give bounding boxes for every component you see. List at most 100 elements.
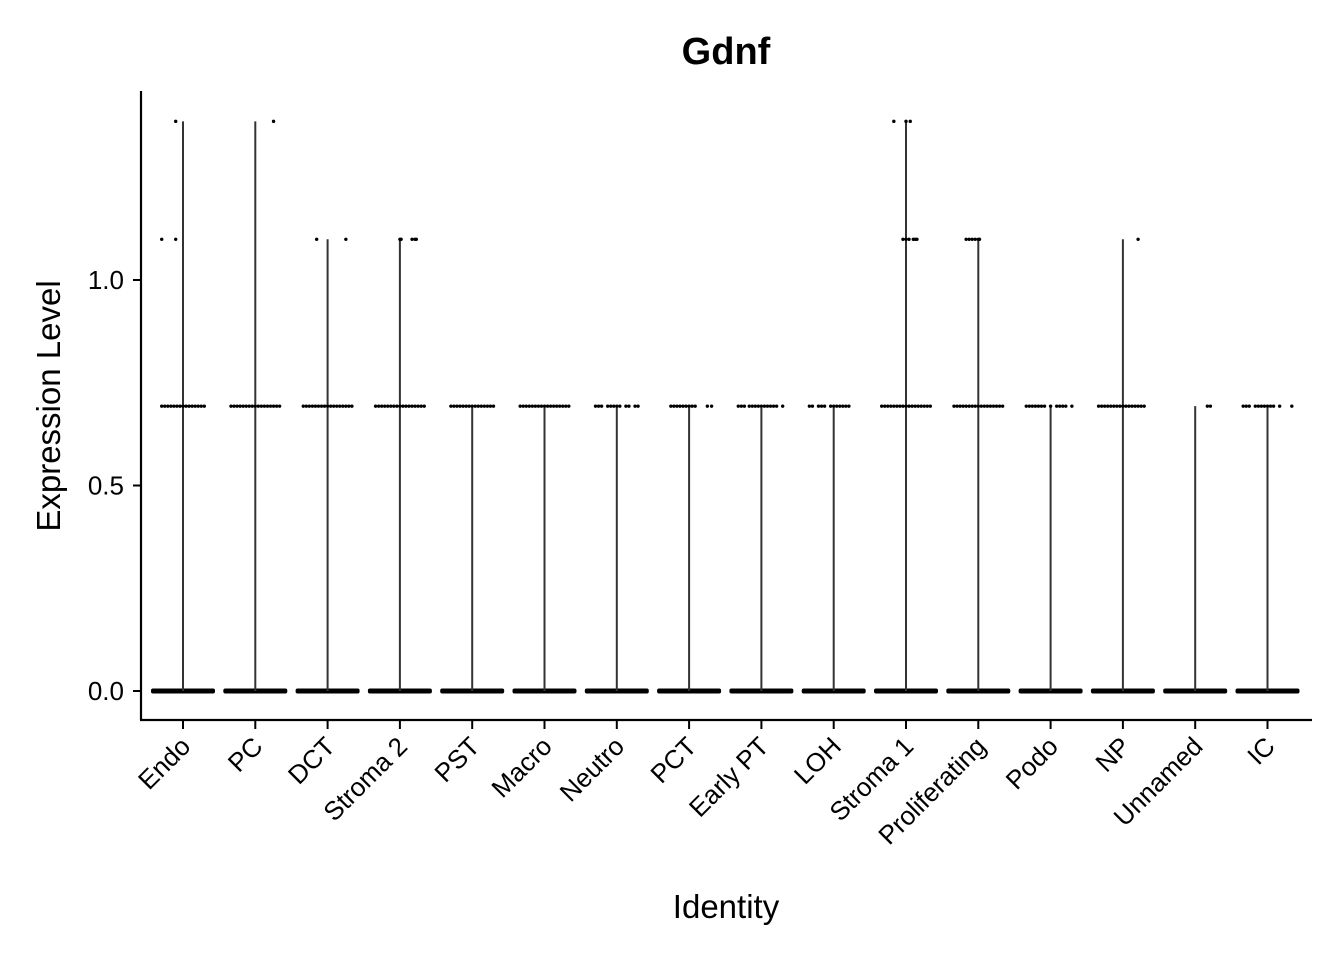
data-point — [633, 404, 637, 408]
data-point — [709, 404, 714, 408]
data-point — [160, 404, 164, 408]
violin-group — [440, 404, 505, 694]
data-point — [473, 404, 477, 408]
data-point — [277, 404, 282, 408]
data-point — [1130, 404, 1134, 408]
data-point — [328, 404, 333, 408]
data-point — [1064, 404, 1068, 408]
y-axis-ticks: 0.0 0.5 1.0 — [88, 265, 141, 706]
data-point — [1024, 404, 1028, 408]
violin-group — [584, 404, 649, 694]
data-point — [172, 404, 176, 408]
data-point — [202, 404, 206, 408]
data-point — [907, 404, 911, 408]
data-point — [615, 404, 619, 408]
data-point — [253, 404, 257, 408]
violin-group — [1235, 404, 1300, 694]
data-point — [561, 404, 565, 408]
data-point — [1268, 404, 1273, 408]
data-point — [419, 404, 423, 408]
data-point — [955, 404, 959, 408]
data-point — [383, 404, 387, 408]
data-point — [1048, 404, 1053, 408]
data-point — [678, 404, 682, 408]
data-point — [747, 404, 751, 408]
data-point — [175, 404, 179, 408]
data-point — [250, 404, 254, 408]
data-point — [470, 404, 474, 408]
data-point — [229, 404, 233, 408]
data-point — [325, 404, 330, 408]
y-tick-label: 1.0 — [88, 265, 124, 295]
data-point — [1036, 404, 1041, 408]
data-point — [376, 404, 381, 408]
data-point — [247, 404, 251, 408]
data-point — [1244, 404, 1248, 408]
data-point — [521, 404, 525, 408]
data-point — [612, 404, 616, 408]
data-point — [455, 404, 459, 408]
x-tick-label: PCT — [644, 731, 702, 789]
data-point — [548, 404, 553, 408]
data-point — [879, 404, 884, 408]
data-point — [967, 237, 971, 242]
data-point — [395, 404, 399, 408]
data-point — [1124, 404, 1128, 408]
data-point — [1277, 404, 1282, 408]
violin-group — [801, 404, 866, 694]
x-tick-label: DCT — [282, 731, 341, 790]
data-point — [1039, 404, 1044, 408]
data-point — [166, 404, 170, 408]
violin-group — [946, 237, 1011, 694]
data-point — [970, 237, 974, 242]
data-point — [398, 404, 402, 408]
data-point — [174, 237, 178, 242]
data-point — [1099, 404, 1104, 408]
data-point — [479, 404, 484, 408]
data-point — [991, 404, 996, 408]
data-point — [605, 404, 610, 408]
data-point — [925, 404, 929, 408]
data-point — [533, 404, 538, 408]
x-tick-label: LOH — [788, 731, 847, 790]
data-point — [901, 404, 905, 408]
violin-group — [874, 119, 938, 694]
data-point — [422, 404, 426, 408]
data-point — [184, 404, 188, 408]
data-point — [1139, 404, 1143, 408]
data-point — [810, 404, 815, 408]
data-point — [485, 404, 490, 408]
data-point — [265, 404, 270, 408]
data-point — [338, 404, 342, 408]
data-point — [952, 404, 956, 408]
data-point — [832, 404, 836, 408]
data-point — [467, 404, 471, 408]
data-point — [1109, 404, 1113, 408]
data-point — [256, 404, 261, 408]
data-point — [539, 404, 544, 408]
data-point — [344, 237, 348, 242]
data-point — [1208, 404, 1213, 408]
data-point — [458, 404, 462, 408]
x-tick-label: Macro — [485, 731, 557, 803]
data-point — [1058, 404, 1062, 408]
data-point — [1136, 404, 1140, 408]
data-point — [527, 404, 531, 408]
x-tick-label: PC — [222, 731, 269, 778]
data-point — [301, 404, 305, 408]
data-point — [690, 404, 694, 408]
violin-group — [367, 237, 432, 694]
data-point — [410, 404, 414, 408]
data-point — [1265, 404, 1270, 408]
data-point — [187, 404, 191, 408]
data-point — [1112, 404, 1116, 408]
data-point — [341, 404, 345, 408]
data-point — [922, 404, 926, 408]
data-point — [530, 404, 535, 408]
data-point — [268, 404, 273, 408]
data-point — [335, 404, 339, 408]
data-point — [819, 404, 824, 408]
x-tick-label: Early PT — [683, 731, 775, 823]
data-point — [235, 404, 239, 408]
chart-title: Gdnf — [682, 31, 771, 73]
